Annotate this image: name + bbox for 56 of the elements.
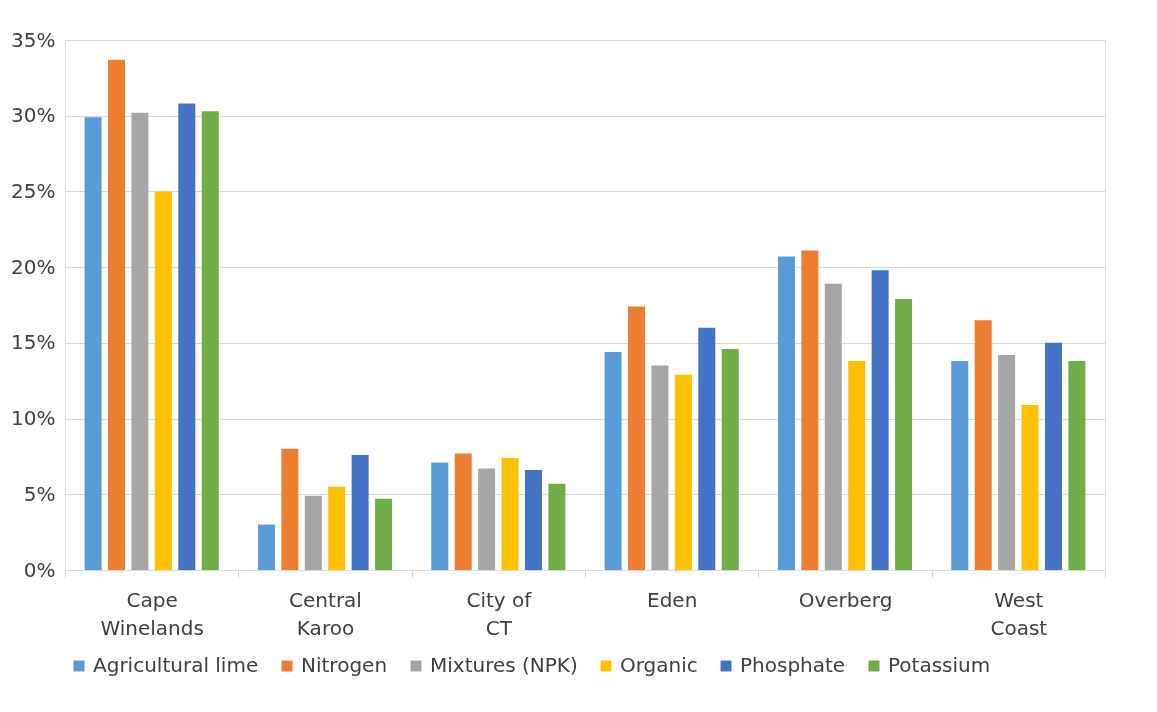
bar (1044, 342, 1062, 570)
bar (871, 270, 889, 570)
bar (651, 365, 669, 570)
bar (628, 306, 646, 570)
bar (84, 117, 102, 570)
bar (328, 486, 346, 570)
bar (454, 453, 472, 570)
x-tick-label: City of CT (466, 587, 533, 640)
bar (1021, 404, 1039, 570)
bar (201, 111, 219, 570)
bar (178, 103, 196, 570)
y-tick-label: 20% (11, 254, 56, 279)
bar (1068, 361, 1086, 570)
bar (431, 462, 449, 570)
legend-label: Potassium (888, 653, 991, 677)
y-tick-label: 35% (11, 27, 56, 52)
bar (998, 354, 1016, 570)
bar (154, 191, 172, 570)
bar (478, 468, 496, 570)
bar (501, 457, 519, 570)
legend-label: Mixtures (NPK) (430, 653, 578, 677)
bar (351, 454, 369, 570)
legend-label: Nitrogen (301, 653, 388, 677)
bar (974, 320, 992, 570)
bar (848, 361, 866, 570)
bar (131, 112, 149, 570)
bar (895, 298, 913, 570)
bar (801, 250, 819, 570)
y-tick-label: 10% (11, 406, 56, 431)
x-tick-label: Overberg (798, 587, 893, 612)
legend-label: Agricultural lime (93, 653, 259, 677)
bar (304, 495, 322, 570)
bar (108, 59, 126, 570)
y-tick-label: 5% (23, 481, 56, 506)
bar (777, 256, 795, 570)
bar (674, 374, 692, 570)
bar (548, 483, 566, 570)
x-tick-label: Cape Winelands (100, 587, 204, 640)
bar (698, 327, 716, 570)
bar (604, 351, 622, 570)
x-tick-label: Eden (647, 587, 698, 612)
x-tick-label: Central Karoo (289, 587, 362, 640)
bar (257, 524, 275, 570)
y-tick-label: 30% (11, 103, 56, 128)
y-tick-label: 0% (23, 557, 56, 582)
bar (721, 348, 739, 570)
bar (524, 470, 542, 570)
legend-label: Phosphate (740, 653, 846, 677)
bar (375, 498, 393, 570)
x-tick-label: West Coast (990, 587, 1048, 640)
bar (824, 283, 842, 570)
y-tick-label: 15% (11, 330, 56, 355)
legend-label: Organic (620, 653, 698, 677)
bar (281, 448, 299, 570)
bar (951, 361, 969, 570)
y-tick-label: 25% (11, 178, 56, 203)
